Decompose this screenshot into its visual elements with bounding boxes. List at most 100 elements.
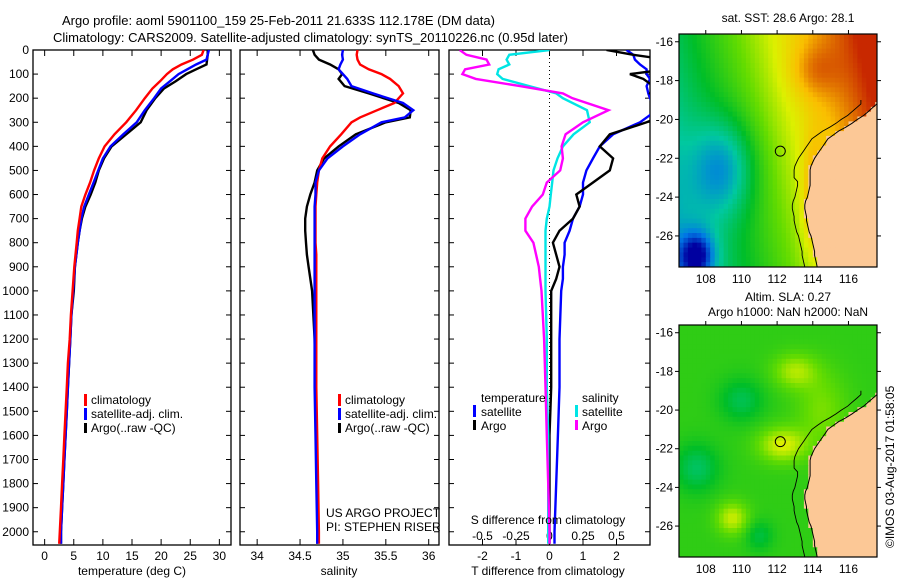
legend-header-temperature: temperature	[481, 391, 546, 405]
legend-swatch-t-argo	[473, 420, 476, 430]
salinity-panel: 34 34.5 35 35.5 36	[239, 49, 440, 563]
chart-title-line1: Argo profile: aoml 5901100_159 25-Feb-20…	[62, 13, 495, 28]
lat-tick-label: -26	[656, 229, 674, 243]
argo-float-marker	[774, 145, 786, 157]
lat-tick-label: -16	[656, 326, 674, 340]
sla-map-title-line1: Altim. SLA: 0.27	[745, 290, 831, 304]
lon-tick-label: 110	[732, 272, 751, 286]
salinity-legend: climatology satellite-adj. clim. Argo(..…	[326, 393, 441, 534]
lat-tick-label: -20	[656, 112, 674, 126]
map-frame	[678, 33, 878, 268]
y-tick-label: 1600	[2, 428, 29, 442]
x-tick-label: 20	[154, 549, 168, 563]
imos-credit: ©IMOS 03-Aug-2017 01:58:05	[883, 385, 897, 548]
x-tick-label: 34	[250, 549, 264, 563]
y-tick-label: 200	[9, 91, 29, 105]
coastline	[804, 103, 877, 267]
isobath-contour	[791, 390, 862, 557]
legend-label-satellite: satellite-adj. clim.	[345, 407, 437, 421]
legend-label-s-satellite: satellite	[582, 405, 623, 419]
lon-tick-label: 116	[839, 562, 858, 576]
y-tick-label: 1800	[2, 477, 29, 491]
s-tick-label: 0.25	[571, 529, 595, 543]
sst-map-title: sat. SST: 28.6 Argo: 28.1	[722, 11, 855, 25]
series-line-salinity-satellite	[495, 50, 592, 544]
legend-swatch-s-argo	[575, 420, 578, 430]
s-difference-xlabel: S difference from climatology	[471, 513, 626, 527]
lat-tick-label: -18	[656, 364, 674, 378]
lon-tick-label: 114	[803, 562, 822, 576]
y-tick-label: 0	[22, 43, 29, 57]
y-tick-label: 1200	[2, 332, 29, 346]
y-tick-label: 2000	[2, 525, 29, 539]
x-tick-label: -2	[477, 549, 488, 563]
project-annotation: US ARGO PROJECT	[326, 506, 441, 520]
pi-annotation: PI: STEPHEN RISER	[326, 520, 441, 534]
x-tick-label: 36	[422, 549, 436, 563]
sst-map: 108 110 112 114 116 -16 -18 -20 -22 -24 -26	[656, 30, 881, 286]
lat-tick-label: -24	[656, 190, 674, 204]
plot-frame	[239, 49, 440, 546]
lon-tick-label: 114	[803, 272, 822, 286]
t-difference-xlabel: T difference from climatology	[471, 564, 625, 578]
legend-swatch-climatology	[84, 394, 87, 406]
lon-tick-label: 108	[696, 272, 716, 286]
x-tick-label: 10	[96, 549, 110, 563]
legend-swatch-t-satellite	[473, 405, 476, 417]
y-tick-label: 600	[9, 188, 29, 202]
legend-swatch-satellite	[338, 408, 341, 420]
lon-tick-label: 116	[839, 272, 858, 286]
lat-tick-label: -16	[656, 35, 674, 49]
lat-tick-label: -20	[656, 403, 674, 417]
lon-tick-label: 108	[696, 562, 716, 576]
series-line-temperature-satellite	[553, 50, 650, 544]
sla-map: 108 110 112 114 116 -16 -18 -20 -22 -24 -26	[656, 321, 881, 576]
y-tick-label: 1000	[2, 284, 29, 298]
legend-label-t-argo: Argo	[481, 419, 507, 433]
legend-label-argo: Argo(..raw -QC)	[345, 421, 430, 435]
lon-tick-label: 112	[768, 272, 787, 286]
temperature-legend: climatology satellite-adj. clim. Argo(..…	[84, 393, 183, 435]
s-tick-label: -0.25	[502, 529, 530, 543]
legend-swatch-argo	[84, 423, 87, 433]
isobath-contour	[791, 100, 862, 267]
y-tick-label: 900	[9, 260, 29, 274]
series-line-climatology	[58, 50, 205, 544]
x-tick-label: 34.5	[288, 549, 312, 563]
coastline	[804, 394, 877, 557]
y-tick-label: 1500	[2, 404, 29, 418]
x-tick-label: -1	[511, 549, 522, 563]
y-tick-label: 1400	[2, 380, 29, 394]
x-tick-label: 1	[580, 549, 587, 563]
lon-tick-label: 112	[768, 562, 787, 576]
legend-label-satellite: satellite-adj. clim.	[91, 407, 183, 421]
map-frame	[678, 324, 878, 558]
series-line-argo-raw-qc-	[304, 50, 412, 544]
y-tick-label: 1300	[2, 356, 29, 370]
map-raster	[679, 34, 877, 267]
sla-map-title-line2: Argo h1000: NaN h2000: NaN	[708, 305, 868, 319]
y-tick-label: 500	[9, 163, 29, 177]
lat-tick-label: -24	[656, 480, 674, 494]
lat-tick-label: -18	[656, 74, 674, 88]
legend-label-argo: Argo(..raw -QC)	[91, 421, 176, 435]
x-tick-label: 5	[70, 549, 77, 563]
legend-label-s-argo: Argo	[582, 419, 608, 433]
x-tick-label: 0	[546, 549, 553, 563]
temperature-panel: 0 5 10 15 20 25 300100200300400500600700800900…	[2, 43, 232, 563]
legend-swatch-satellite	[84, 408, 87, 420]
argo-float-marker	[774, 436, 786, 448]
map-raster	[679, 325, 877, 557]
legend-label-t-satellite: satellite	[481, 405, 522, 419]
chart-title-line2: Climatology: CARS2009. Satellite-adjuste…	[53, 30, 568, 45]
y-tick-label: 1100	[3, 308, 29, 322]
y-tick-label: 400	[9, 139, 29, 153]
salinity-xlabel: salinity	[321, 564, 358, 578]
temperature-xlabel: temperature (deg C)	[78, 564, 186, 578]
y-tick-label: 800	[9, 236, 29, 250]
x-tick-label: 0	[41, 549, 48, 563]
legend-swatch-climatology	[338, 394, 341, 406]
difference-legend: temperature salinity satellite Argo sate…	[473, 391, 623, 433]
series-line-temperature-argo	[548, 50, 650, 544]
